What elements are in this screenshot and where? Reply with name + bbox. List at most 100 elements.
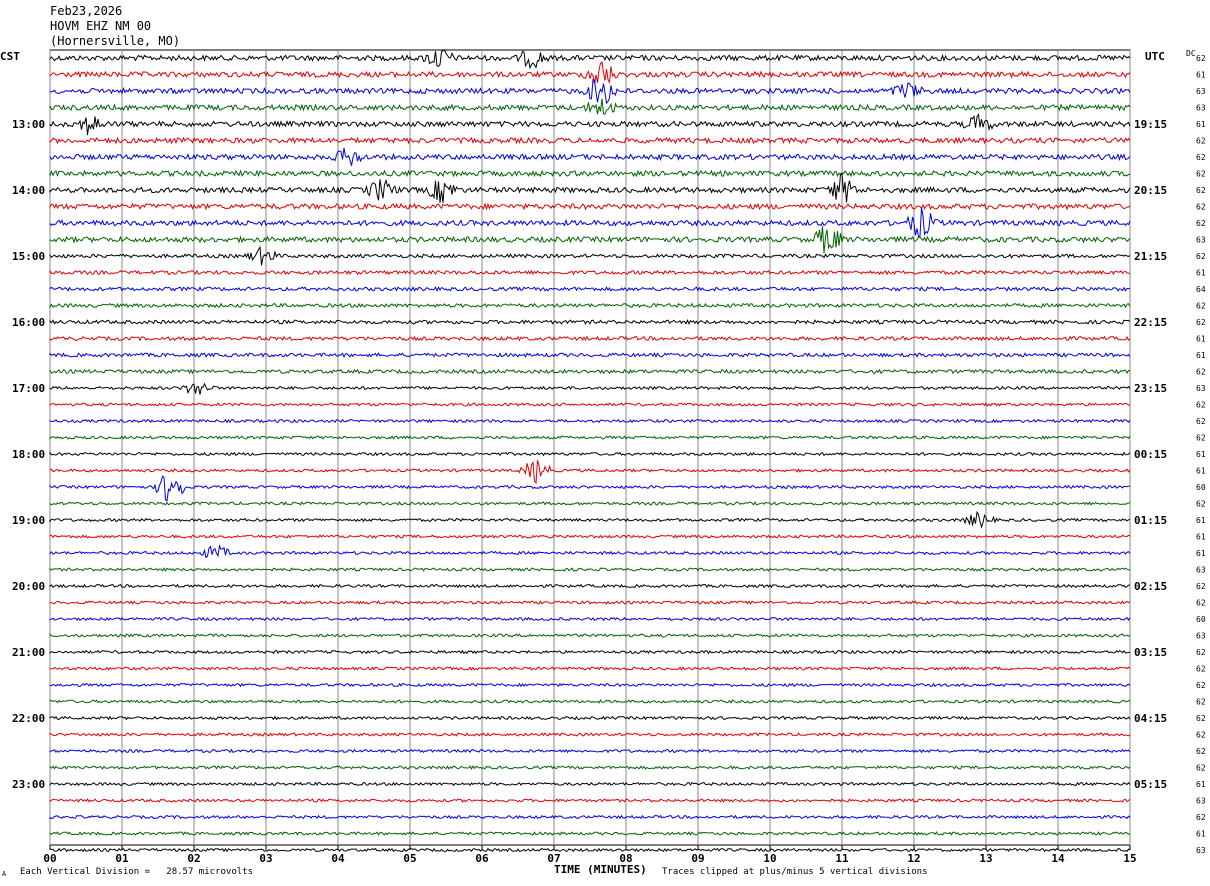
location-label: (Hornersville, MO) <box>50 34 181 48</box>
x-tick-label: 08 <box>619 852 632 865</box>
dc-offset-label: 62 <box>1196 582 1206 591</box>
seismic-trace-row <box>49 172 1131 203</box>
seismic-trace-row <box>49 98 1131 115</box>
utc-hour-label: 01:15 <box>1134 514 1167 527</box>
dc-offset-label: 61 <box>1196 533 1206 542</box>
seismic-trace-row <box>49 715 1131 721</box>
dc-offset-label: 62 <box>1196 186 1206 195</box>
seismic-trace-row <box>49 302 1131 310</box>
dc-offset-label: 62 <box>1196 813 1206 822</box>
dc-offset-label: 62 <box>1196 219 1206 228</box>
dc-offset-label: 62 <box>1196 500 1206 509</box>
seismic-trace-row <box>49 61 1131 84</box>
utc-hour-label: 00:15 <box>1134 448 1167 461</box>
x-tick-label: 14 <box>1051 852 1065 865</box>
dc-offset-label: 62 <box>1196 252 1206 261</box>
seismic-trace-row <box>49 169 1131 178</box>
dc-offset-label: 61 <box>1196 450 1206 459</box>
cst-hour-label: 21:00 <box>12 646 45 659</box>
seismic-trace-row <box>49 352 1131 359</box>
dc-offset-label: 62 <box>1196 434 1206 443</box>
utc-hour-label: 19:15 <box>1134 118 1167 131</box>
seismic-trace-row <box>49 78 1131 105</box>
seismic-trace-row <box>49 136 1131 145</box>
seismic-trace-row <box>49 451 1131 457</box>
cst-hour-label: 20:00 <box>12 580 45 593</box>
seismic-trace-row <box>49 418 1131 424</box>
x-tick-label: 06 <box>475 852 489 865</box>
dc-offset-label: 61 <box>1196 830 1206 839</box>
dc-offset-label: 63 <box>1196 632 1206 641</box>
seismic-trace-row <box>49 583 1130 589</box>
date-label: Feb23,2026 <box>50 4 123 18</box>
seismic-trace-row <box>49 207 1131 238</box>
utc-hour-label: 21:15 <box>1134 250 1167 263</box>
seismic-trace-row <box>49 765 1131 770</box>
seismic-trace-row <box>49 798 1131 803</box>
dc-offset-label: 62 <box>1196 417 1206 426</box>
utc-hour-label: 20:15 <box>1134 184 1167 197</box>
seismic-trace-row <box>49 245 1131 266</box>
dc-offset-label: 61 <box>1196 120 1206 129</box>
utc-hour-label: 02:15 <box>1134 580 1167 593</box>
x-tick-label: 13 <box>979 852 992 865</box>
seismic-trace-row <box>49 335 1131 342</box>
seismic-trace-row <box>49 286 1131 293</box>
seismic-trace-row <box>49 510 1131 529</box>
dc-offset-label: 62 <box>1196 714 1206 723</box>
seismic-trace-row <box>49 732 1131 737</box>
dc-offset-label: 62 <box>1196 698 1206 707</box>
seismic-trace-row <box>49 814 1131 820</box>
utc-hour-label: 23:15 <box>1134 382 1167 395</box>
dc-offset-label: 63 <box>1196 846 1206 855</box>
x-tick-label: 10 <box>763 852 776 865</box>
seismic-trace-row <box>49 49 1131 70</box>
left-timezone-label: CST <box>0 50 20 63</box>
plot-frame <box>49 49 1131 846</box>
x-tick-label: 07 <box>547 852 560 865</box>
cst-hour-label: 13:00 <box>12 118 45 131</box>
dc-offset-label: 63 <box>1196 104 1206 113</box>
seismic-trace-row <box>49 319 1131 326</box>
seismic-trace-row <box>49 226 1131 254</box>
seismic-trace-row <box>49 567 1131 572</box>
seismic-trace-row <box>49 368 1131 375</box>
dc-offset-label: 63 <box>1196 566 1206 575</box>
dc-offset-label: 63 <box>1196 384 1206 393</box>
dc-offset-label: 61 <box>1196 335 1206 344</box>
dc-header-label: DC <box>1186 49 1196 58</box>
dc-offset-label: 61 <box>1196 780 1206 789</box>
dc-offset-label: 60 <box>1196 615 1206 624</box>
right-timezone-label: UTC <box>1145 50 1165 63</box>
seismic-trace-row <box>49 748 1131 754</box>
x-tick-label: 04 <box>331 852 345 865</box>
clip-note: Traces clipped at plus/minus 5 vertical … <box>662 867 928 877</box>
seismic-trace-row <box>49 147 1131 166</box>
cst-hour-label: 17:00 <box>12 382 45 395</box>
dc-offset-label: 62 <box>1196 731 1206 740</box>
dc-offset-label: 62 <box>1196 318 1206 327</box>
station-label: HOVM EHZ NM 00 <box>50 19 152 33</box>
dc-offset-label: 62 <box>1196 665 1206 674</box>
dc-offset-label: 62 <box>1196 302 1206 311</box>
seismic-trace-row <box>49 460 1131 485</box>
dc-offset-label: 61 <box>1196 71 1206 80</box>
dc-offset-label: 64 <box>1196 285 1206 294</box>
x-tick-label: 12 <box>907 852 920 865</box>
x-tick-label: 00 <box>43 852 56 865</box>
seismic-trace-row <box>49 269 1131 276</box>
dc-offset-label: 63 <box>1196 87 1206 96</box>
dc-offset-label: 61 <box>1196 351 1206 360</box>
seismic-trace-row <box>49 475 1131 502</box>
x-tick-label: 01 <box>115 852 129 865</box>
seismic-trace-row <box>49 632 1131 638</box>
dc-offset-label: 62 <box>1196 203 1206 212</box>
dc-offset-label: 62 <box>1196 137 1206 146</box>
cst-hour-label: 18:00 <box>12 448 45 461</box>
seismic-trace-row <box>49 113 1131 136</box>
x-tick-label: 11 <box>835 852 849 865</box>
cst-hour-label: 15:00 <box>12 250 45 263</box>
scale-note: Each Vertical Division = 28.57 microvolt… <box>20 867 253 877</box>
dc-offset-label: 62 <box>1196 764 1206 773</box>
dc-offset-label: 63 <box>1196 797 1206 806</box>
